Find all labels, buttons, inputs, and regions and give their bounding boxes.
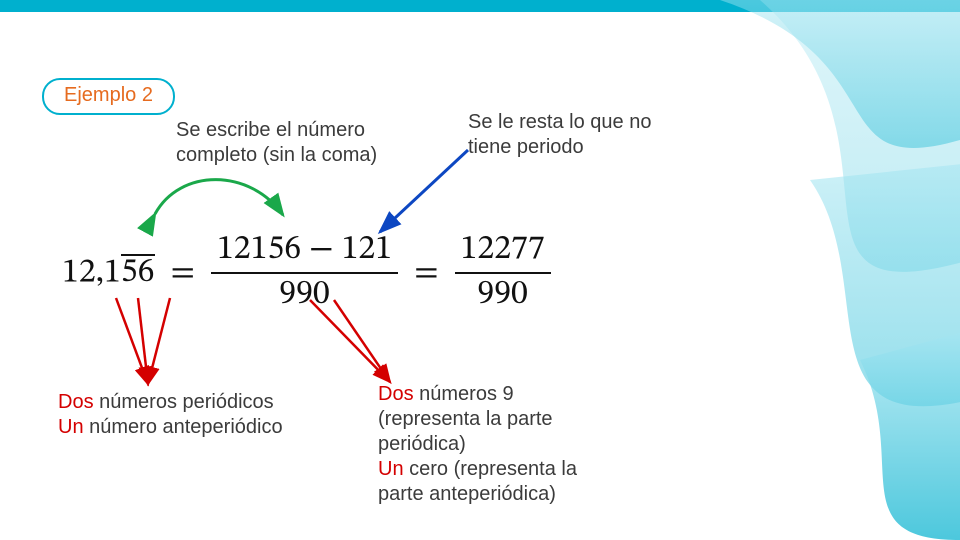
annot-line: Un cero (representa la [378,457,577,482]
highlight-un: Un [378,458,409,480]
annot-line: Se le resta lo que no [468,110,651,135]
annotation-denominator-rule: Dos números 9 (representa la parte perió… [378,382,577,507]
annot-line: Un número anteperiódico [58,415,283,440]
eq-frac1-num-a: 12156 [217,233,301,267]
annot-line: completo (sin la coma) [176,143,377,168]
wave-1 [720,0,960,148]
annot-text: número anteperiódico [89,416,282,438]
annot-line: periódica) [378,432,577,457]
annot-line: tiene periodo [468,135,651,160]
fraction-bar [211,272,398,274]
eq-frac2-numerator: 12277 [455,232,551,269]
wave-3 [810,160,960,540]
eq-frac1-num-op: − [309,233,333,267]
wave-2 [760,0,960,460]
eq-fraction-2: 12277 990 [455,232,551,315]
eq-frac1-num-b: 121 [342,233,393,267]
eq-equals: = [170,256,194,290]
eq-equals: = [414,256,438,290]
top-stripe [0,0,960,12]
annotation-subtract-nonperiodic: Se le resta lo que no tiene periodo [468,110,651,160]
annot-line: Dos números periódicos [58,390,283,415]
annot-line: (representa la parte [378,407,577,432]
example-badge-label: Ejemplo 2 [64,84,153,106]
eq-lhs-integer: 12,1 [62,256,121,290]
slide-root: { "colors": { "teal": "#00b0ce", "teal_l… [0,0,960,540]
eq-fraction-1: 12156 − 121 990 [211,232,398,315]
eq-lhs-period: 56 [121,254,155,290]
annot-text: números 9 [419,383,514,405]
example-badge: Ejemplo 2 [42,78,175,115]
fraction-bar [455,272,551,274]
annotation-write-full-number: Se escribe el número completo (sin la co… [176,118,377,168]
annot-text: números periódicos [99,391,274,413]
annot-line: Se escribe el número [176,118,377,143]
eq-frac2-denominator: 990 [455,277,551,314]
equation: 12,156 = 12156 − 121 990 = 12277 990 [62,232,551,315]
highlight-dos: Dos [58,391,99,413]
highlight-un: Un [58,416,89,438]
eq-frac1-numerator: 12156 − 121 [211,232,398,269]
eq-frac1-denominator: 990 [211,277,398,314]
wave-4 [860,330,960,540]
highlight-dos: Dos [378,383,419,405]
annotation-periodic-digits: Dos números periódicos Un número anteper… [58,390,283,440]
annot-line: parte anteperiódica) [378,482,577,507]
annot-text: cero (representa la [409,458,577,480]
annot-line: Dos números 9 [378,382,577,407]
